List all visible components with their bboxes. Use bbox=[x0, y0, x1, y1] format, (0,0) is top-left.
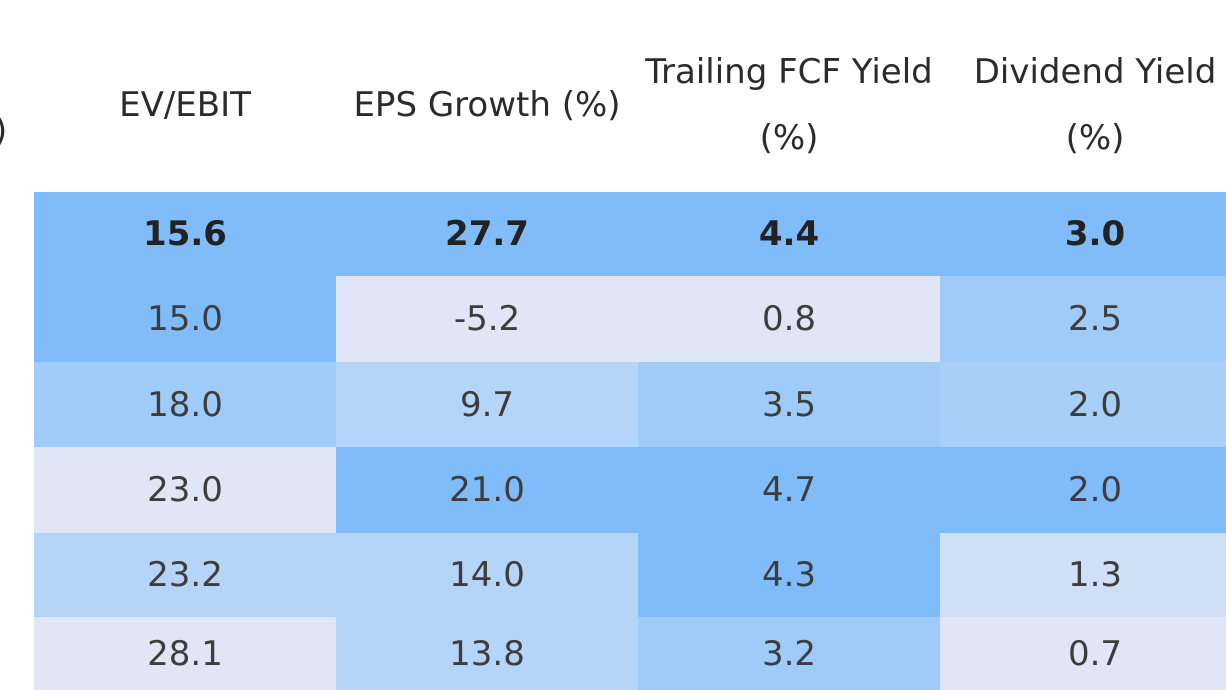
table-cell-eps-growth: 9.7 bbox=[336, 362, 638, 447]
table-cell-trailing-fcf-yield: 0.8 bbox=[638, 276, 940, 362]
summary-cell-trailing-fcf-yield: 4.4 bbox=[638, 192, 940, 276]
column-header-trailing-fcf-yield: Trailing FCF Yield (%) bbox=[645, 52, 933, 158]
table-cell-trailing-fcf-yield: 3.5 bbox=[638, 362, 940, 447]
table-cell-eps-growth: 14.0 bbox=[336, 533, 638, 617]
table-cell-trailing-fcf-yield: 4.3 bbox=[638, 533, 940, 617]
table-cell-dividend-yield: 2.0 bbox=[940, 362, 1226, 447]
table-cell-trailing-fcf-yield: 4.7 bbox=[638, 447, 940, 533]
table-cell-eps-growth: -5.2 bbox=[336, 276, 638, 362]
table-cell-dividend-yield: 2.0 bbox=[940, 447, 1226, 533]
summary-cell-ev-ebit: 15.6 bbox=[34, 192, 336, 276]
table-cell-eps-growth: 21.0 bbox=[336, 447, 638, 533]
summary-cell-eps-growth: 27.7 bbox=[336, 192, 638, 276]
summary-cell-dividend-yield: 3.0 bbox=[940, 192, 1226, 276]
table-cell-ev-ebit: 23.2 bbox=[34, 533, 336, 617]
table-cell-dividend-yield: 0.7 bbox=[940, 617, 1226, 690]
table-cell-eps-growth: 13.8 bbox=[336, 617, 638, 690]
table-cell-dividend-yield: 2.5 bbox=[940, 276, 1226, 362]
table-cell-ev-ebit: 28.1 bbox=[34, 617, 336, 690]
column-header-eps-growth: EPS Growth (%) bbox=[353, 85, 621, 125]
table-cell-ev-ebit: 15.0 bbox=[34, 276, 336, 362]
column-header-ev-ebit: EV/EBIT bbox=[119, 85, 251, 125]
column-header-dividend-yield: Dividend Yield (%) bbox=[973, 52, 1217, 158]
table-cell-ev-ebit: 23.0 bbox=[34, 447, 336, 533]
table-cell-dividend-yield: 1.3 bbox=[940, 533, 1226, 617]
clipped-header-fragment: ) bbox=[0, 108, 7, 154]
table-cell-trailing-fcf-yield: 3.2 bbox=[638, 617, 940, 690]
table-cell-ev-ebit: 18.0 bbox=[34, 362, 336, 447]
